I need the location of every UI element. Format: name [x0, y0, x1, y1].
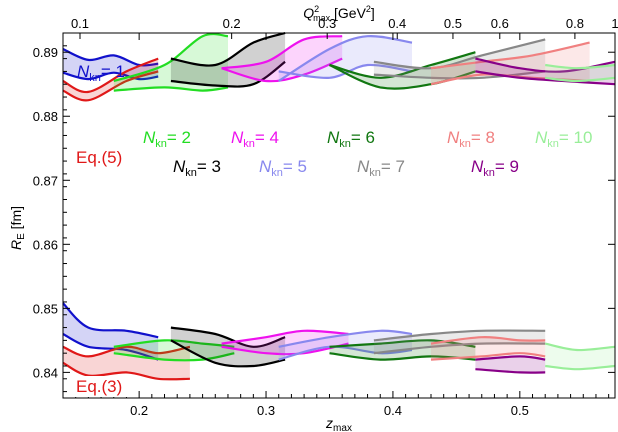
x-tick-label: 0.3 — [257, 403, 275, 418]
y-tick-label: 0.89 — [33, 45, 58, 60]
band-fill-12 — [63, 346, 190, 380]
y-tick-label: 0.84 — [33, 365, 58, 380]
annotation-kn10: Nkn= 10 — [535, 128, 592, 150]
top-tick-label: 0.4 — [388, 16, 406, 31]
band-lower-14 — [170, 339, 286, 368]
band-upper-17 — [329, 339, 476, 348]
annotation-kn8: Nkn= 8 — [447, 128, 495, 150]
band-fill-10 — [545, 65, 615, 81]
top-tick-label: 0.5 — [444, 16, 462, 31]
annotation-kn7: Nkn= 7 — [357, 157, 405, 179]
band-upper-18 — [373, 329, 546, 342]
y-axis-ticks: 0.84 0.85 0.86 0.87 0.88 0.89 — [33, 45, 615, 393]
x-axis-ticks: 0.2 0.3 0.4 0.5 — [75, 33, 610, 418]
band-lower-11 — [62, 333, 159, 361]
y-tick-label: 0.86 — [33, 237, 58, 252]
top-tick-label: 0.6 — [491, 16, 509, 31]
annotation-kn4: Nkn= 4 — [231, 128, 279, 150]
plot-frame — [62, 32, 616, 399]
band-fill-6 — [329, 52, 476, 89]
top-tick-label: 0.3 — [318, 16, 336, 31]
top-axis-ticks: 0.1 0.2 0.3 0.4 0.5 0.6 0.8 1 — [71, 16, 618, 39]
annotation-bg-eq3 — [74, 376, 130, 397]
band-fill-21 — [545, 343, 615, 370]
annotation-kn6: Nkn= 6 — [327, 128, 375, 150]
band-upper-6 — [329, 51, 476, 79]
band-upper-8 — [430, 41, 590, 70]
band-fill-13 — [113, 340, 235, 361]
y-tick-label: 0.88 — [33, 109, 58, 124]
band-upper-21 — [544, 342, 616, 352]
band-lower-12 — [62, 361, 190, 381]
band-lower-10 — [545, 76, 616, 83]
band-upper-5 — [278, 35, 413, 82]
band-upper-11 — [62, 302, 159, 339]
band-upper-12 — [62, 345, 191, 358]
band-lower-20 — [475, 368, 546, 374]
annotation-eq3: Eq.(3) — [76, 377, 122, 396]
band-lower-1 — [62, 70, 159, 102]
annotation-eq5: Eq.(5) — [76, 148, 122, 167]
band-fill-0 — [63, 49, 159, 80]
top-tick-label: 0.1 — [71, 16, 89, 31]
top-tick-label: 0.8 — [566, 16, 584, 31]
y-tick-label: 0.85 — [33, 301, 58, 316]
band-upper-1 — [62, 57, 159, 94]
annotation-bg-eq5 — [74, 147, 130, 168]
band-lower-13 — [113, 352, 235, 362]
top-tick-label: 0.2 — [223, 16, 241, 31]
band-lower-3 — [170, 60, 286, 88]
band-upper-20 — [475, 355, 546, 361]
band-lower-21 — [545, 364, 616, 371]
band-lower-19 — [430, 352, 546, 361]
band-lower-16 — [278, 345, 413, 361]
x-tick-label: 0.5 — [511, 403, 529, 418]
x-tick-label: 0.4 — [384, 403, 402, 418]
x-axis-label: zmax — [325, 415, 352, 432]
band-fill-8 — [431, 42, 590, 85]
band-upper-10 — [545, 63, 616, 70]
band-upper-0 — [62, 47, 159, 67]
band-lower-15 — [221, 342, 349, 356]
band-upper-16 — [278, 329, 413, 348]
top-tick-label: 1 — [611, 16, 618, 31]
band-upper-7 — [373, 38, 546, 70]
band-fill-4 — [221, 36, 343, 82]
band-upper-15 — [221, 329, 349, 345]
band-lower-4 — [221, 57, 343, 83]
top-axis-label: Q2 max [GeV2] — [303, 4, 375, 23]
band-upper-4 — [221, 35, 343, 70]
data-bands — [62, 31, 616, 381]
band-upper-2 — [113, 32, 229, 83]
annotation-kn5: Nkn= 5 — [259, 157, 307, 179]
band-lower-0 — [62, 71, 159, 81]
band-fill-20 — [475, 356, 546, 373]
y-tick-label: 0.87 — [33, 173, 58, 188]
x-tick-label: 0.2 — [130, 403, 148, 418]
band-upper-19 — [430, 336, 546, 345]
annotation-kn2: Nkn= 2 — [143, 128, 191, 150]
annotation-kn1: Nkn= 1 — [77, 62, 125, 84]
band-lower-2 — [113, 86, 229, 92]
band-fill-19 — [431, 337, 546, 360]
band-upper-13 — [113, 339, 235, 348]
annotations: Nkn= 1 Eq.(5) Nkn= 2 Nkn= 3 Nkn= 4 Nkn= 5 Nkn=… — [74, 62, 592, 397]
band-lower-18 — [373, 342, 546, 355]
band-upper-3 — [170, 31, 286, 67]
y-axis-label: RE [fm] — [8, 206, 27, 250]
band-lower-9 — [475, 70, 616, 86]
band-fill-5 — [278, 36, 412, 81]
annotation-kn3: Nkn= 3 — [173, 157, 221, 179]
annotation-kn9: Nkn= 9 — [471, 157, 519, 179]
